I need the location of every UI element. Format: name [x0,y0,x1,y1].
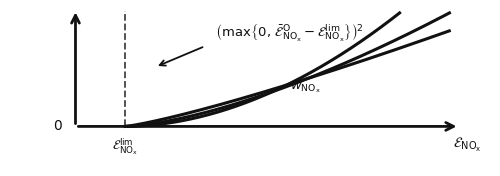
Text: $\mathcal{E}_{\mathrm{NO_x}}$: $\mathcal{E}_{\mathrm{NO_x}}$ [452,136,481,154]
Text: $\mathcal{E}^{\mathrm{lim}}_{\mathrm{NO_x}}$: $\mathcal{E}^{\mathrm{lim}}_{\mathrm{NO_… [112,136,138,157]
Text: $0$: $0$ [53,119,63,133]
Text: $\left(\max\left\{0,\,\bar{\mathcal{E}}^{\mathrm{O}}_{\mathrm{NO_x}} - \mathcal{: $\left(\max\left\{0,\,\bar{\mathcal{E}}^… [215,22,363,43]
Text: $w_{\mathrm{NO_x}}$: $w_{\mathrm{NO_x}}$ [290,81,320,95]
